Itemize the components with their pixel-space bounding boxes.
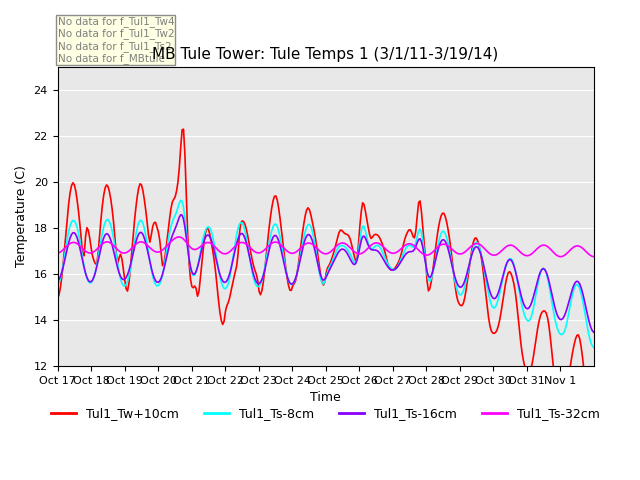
Text: No data for f_Tul1_Tw4
No data for f_Tul1_Tw2
No data for f_Tul1_Ts2
No data for: No data for f_Tul1_Tw4 No data for f_Tul… <box>58 16 174 64</box>
Tul1_Ts-8cm <box>331 252 339 258</box>
Tul1_Ts-16cm <box>177 212 184 217</box>
Tul1_Ts-8cm <box>89 278 97 284</box>
Tul1_Tw+10cm <box>587 431 595 436</box>
Tul1_Ts-16cm <box>54 278 61 284</box>
Y-axis label: Temperature (C): Temperature (C) <box>15 166 28 267</box>
Tul1_Tw+10cm <box>54 296 61 301</box>
Tul1_Ts-8cm <box>54 282 61 288</box>
Tul1_Ts-8cm <box>72 220 79 226</box>
Title: MB Tule Tower: Tule Temps 1 (3/1/11-3/19/14): MB Tule Tower: Tule Temps 1 (3/1/11-3/19… <box>152 47 499 62</box>
Tul1_Ts-32cm <box>175 234 183 240</box>
Tul1_Ts-8cm <box>437 231 445 237</box>
Tul1_Ts-16cm <box>590 329 598 335</box>
Tul1_Tw+10cm <box>517 340 525 346</box>
Tul1_Ts-32cm <box>590 254 598 260</box>
Tul1_Tw+10cm <box>437 213 445 219</box>
Tul1_Ts-16cm <box>89 277 97 283</box>
Line: Tul1_Ts-8cm: Tul1_Ts-8cm <box>58 200 594 348</box>
Line: Tul1_Ts-16cm: Tul1_Ts-16cm <box>58 215 594 332</box>
Tul1_Tw+10cm <box>331 246 339 252</box>
Tul1_Ts-32cm <box>437 242 445 248</box>
Tul1_Ts-16cm <box>72 232 79 238</box>
Line: Tul1_Ts-32cm: Tul1_Ts-32cm <box>58 237 594 257</box>
Tul1_Tw+10cm <box>590 441 598 446</box>
Tul1_Ts-16cm <box>331 256 339 262</box>
Tul1_Ts-16cm <box>437 239 445 244</box>
Tul1_Ts-16cm <box>587 324 595 330</box>
Tul1_Ts-32cm <box>517 250 525 255</box>
Tul1_Ts-32cm <box>72 240 79 246</box>
Legend: Tul1_Tw+10cm, Tul1_Ts-8cm, Tul1_Ts-16cm, Tul1_Ts-32cm: Tul1_Tw+10cm, Tul1_Ts-8cm, Tul1_Ts-16cm,… <box>46 402 605 425</box>
X-axis label: Time: Time <box>310 391 341 404</box>
Tul1_Ts-8cm <box>587 339 595 345</box>
Tul1_Ts-8cm <box>177 197 184 203</box>
Tul1_Ts-8cm <box>590 345 598 350</box>
Tul1_Ts-16cm <box>517 292 525 298</box>
Tul1_Tw+10cm <box>72 188 79 194</box>
Line: Tul1_Tw+10cm: Tul1_Tw+10cm <box>58 129 594 444</box>
Tul1_Ts-32cm <box>587 253 595 259</box>
Tul1_Ts-32cm <box>331 245 339 251</box>
Tul1_Ts-32cm <box>54 250 61 256</box>
Tul1_Ts-8cm <box>517 297 525 303</box>
Tul1_Tw+10cm <box>89 253 97 259</box>
Tul1_Tw+10cm <box>180 126 188 132</box>
Tul1_Ts-32cm <box>89 250 97 255</box>
